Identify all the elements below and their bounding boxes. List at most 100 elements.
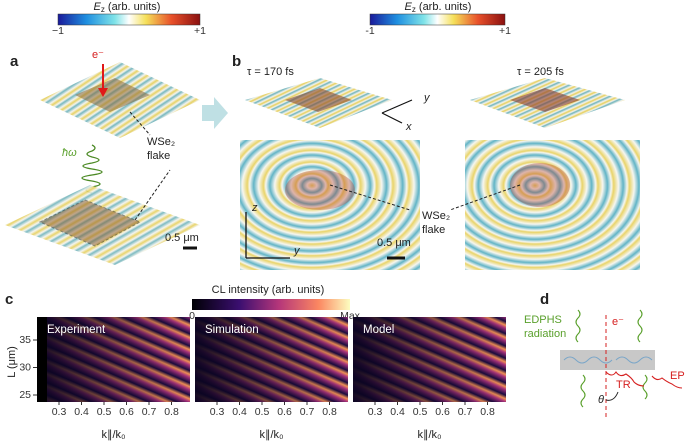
arrow-head <box>98 88 108 97</box>
y-tick-label: 35 <box>19 334 31 346</box>
unit: (arb. units) <box>416 1 472 13</box>
x-tick-label: 0.5 <box>97 406 112 418</box>
x-tick-label: 0.4 <box>390 406 405 418</box>
panel-label: b <box>232 53 241 70</box>
heatmap-shade <box>195 317 348 402</box>
transition-radiation <box>605 371 645 387</box>
leader-line <box>449 184 521 211</box>
flake-surface <box>75 78 150 112</box>
leader-line <box>134 169 171 221</box>
y-tick-label: 30 <box>19 361 31 373</box>
x-tick-label: 0.8 <box>480 406 495 418</box>
flake-region <box>510 163 570 207</box>
flake-outline <box>38 199 142 247</box>
x-tick-label: 0.8 <box>164 406 179 418</box>
field-map <box>240 140 420 270</box>
subscript: z <box>412 5 416 14</box>
colorbar-title: Ez (arb. units) <box>405 1 472 14</box>
source-label: EDPHS <box>524 314 562 326</box>
x-tick-label: 0.7 <box>458 406 473 418</box>
axis-label: x <box>405 121 412 133</box>
x-tick-label: 0.6 <box>435 406 450 418</box>
panel-name: Simulation <box>205 324 259 336</box>
scale-label: 0.5 μm <box>377 237 411 249</box>
flake-surface <box>285 88 352 112</box>
y-tick-label: 25 <box>19 389 31 401</box>
unit: (arb. units) <box>105 1 161 13</box>
symbol: E <box>94 1 102 13</box>
angle-arc <box>605 391 619 401</box>
x-tick-label: 0.4 <box>232 406 247 418</box>
y-axis-title: L (μm) <box>6 346 18 378</box>
colorbar-max: +1 <box>194 25 206 37</box>
tr-label: TR <box>616 379 631 391</box>
polariton-wave <box>563 356 653 364</box>
angle-label: θ <box>598 394 604 406</box>
heatmap-edge <box>37 317 47 402</box>
x-tick-label: 0.7 <box>300 406 315 418</box>
flake-label: flake <box>422 224 445 236</box>
electron-label: e⁻ <box>612 316 624 328</box>
x-tick-label: 0.3 <box>210 406 225 418</box>
flake-region <box>285 170 355 210</box>
x-tick-label: 0.4 <box>74 406 89 418</box>
axis-label: z <box>251 202 258 214</box>
panel-label: a <box>10 53 19 70</box>
photon-wave <box>81 144 103 194</box>
flake-label: WSe₂ <box>422 210 450 222</box>
source-label: radiation <box>524 328 566 340</box>
x-tick-label: 0.7 <box>142 406 157 418</box>
x-axis-title: k∥/k₀ <box>101 429 125 441</box>
colorbar-min: -1 <box>365 25 374 37</box>
leader-line <box>129 111 151 136</box>
electron-label: e⁻ <box>92 49 104 61</box>
colorbar-min: −1 <box>52 25 64 37</box>
panel-name: Experiment <box>47 324 106 336</box>
x-tick-label: 0.6 <box>277 406 292 418</box>
colorbar-min: 0 <box>189 310 195 322</box>
flake-label: WSe₂ <box>147 136 175 148</box>
x-tick-label: 0.5 <box>413 406 428 418</box>
x-tick-label: 0.3 <box>52 406 67 418</box>
heatmap-shade <box>353 317 506 402</box>
subscript: z <box>101 5 105 14</box>
axis-arrow <box>381 112 403 124</box>
colorbar-max: +1 <box>499 25 511 37</box>
field-map <box>465 140 640 270</box>
panel-label: d <box>540 291 549 308</box>
delay-label: τ = 170 fs <box>247 66 294 78</box>
axis-label: y <box>293 245 301 257</box>
axis-arrow <box>381 99 413 114</box>
x-axis-title: k∥/k₀ <box>259 429 283 441</box>
colorbar-title: Ez (arb. units) <box>94 1 161 14</box>
x-axis-title: k∥/k₀ <box>417 429 441 441</box>
flake-label: flake <box>147 150 170 162</box>
sample-slab <box>560 350 655 370</box>
polariton-emission <box>651 375 683 389</box>
colorbar <box>369 13 506 26</box>
flake-surface <box>510 88 580 112</box>
leader-line <box>329 184 411 211</box>
heatmap-shade <box>37 317 190 402</box>
x-tick-label: 0.8 <box>322 406 337 418</box>
scale-label: 0.5 μm <box>165 232 199 244</box>
radiation-wave <box>575 309 648 408</box>
colorbar <box>57 13 201 26</box>
ep-label: EP₁ <box>670 370 685 382</box>
x-tick-label: 0.6 <box>119 406 134 418</box>
heatmaps: 35 30 25 Experiment 0.3 0.4 0.5 0.6 0.7 0.8 k∥/k₀ S… <box>19 317 506 441</box>
transition-arrow <box>202 97 228 129</box>
symbol: E <box>405 1 413 13</box>
panel-name: Model <box>363 324 394 336</box>
axis-label: y <box>423 92 431 104</box>
x-tick-label: 0.3 <box>368 406 383 418</box>
colorbar <box>192 299 350 310</box>
delay-label: τ = 205 fs <box>517 66 564 78</box>
panel-label: c <box>5 291 13 308</box>
photon-label: ħω <box>62 147 77 159</box>
x-tick-label: 0.5 <box>255 406 270 418</box>
colorbar-title: CL intensity (arb. units) <box>212 284 325 296</box>
